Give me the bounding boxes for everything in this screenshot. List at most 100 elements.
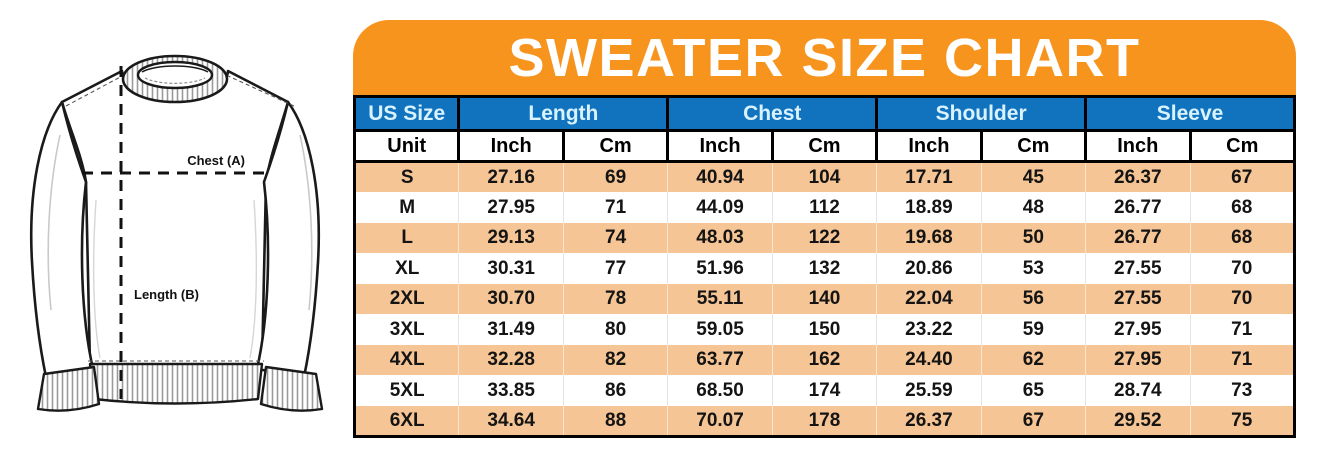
value-cell: 17.71 [876, 161, 982, 192]
value-cell: 150 [772, 314, 878, 345]
back-neckline [141, 65, 209, 73]
table-row: XL 30.31 77 51.96 132 20.86 53 27.55 70 [354, 253, 1295, 284]
value-cell: 162 [772, 344, 878, 375]
value-cell: 68 [1190, 192, 1295, 223]
unit-cell: Inch [666, 129, 774, 163]
unit-cell: Unit [352, 129, 461, 163]
size-cell: 3XL [354, 314, 460, 345]
size-cell: S [354, 161, 460, 192]
value-cell: 68 [1190, 222, 1295, 253]
value-cell: 122 [772, 222, 878, 253]
value-cell: 26.77 [1085, 192, 1191, 223]
value-cell: 74 [563, 222, 669, 253]
body-left-crease [92, 199, 101, 359]
value-cell: 75 [1190, 405, 1295, 436]
table-row: 5XL 33.85 86 68.50 174 25.59 65 28.74 73 [354, 375, 1295, 406]
sweater-illustration: Chest (A) Length (B) [29, 54, 324, 412]
value-cell: 27.95 [1085, 344, 1191, 375]
value-cell: 26.37 [1085, 161, 1191, 192]
size-cell: 2XL [354, 283, 460, 314]
value-cell: 71 [563, 192, 669, 223]
value-cell: 20.86 [876, 253, 982, 284]
value-cell: 29.13 [458, 222, 564, 253]
unit-cell: Cm [770, 129, 879, 163]
value-cell: 82 [563, 344, 669, 375]
value-cell: 24.40 [876, 344, 982, 375]
size-cell: 5XL [354, 375, 460, 406]
header-length: Length [457, 95, 670, 132]
size-cell: 4XL [354, 344, 460, 375]
neckline-stitch [144, 77, 206, 84]
value-cell: 45 [981, 161, 1087, 192]
value-cell: 40.94 [667, 161, 773, 192]
value-cell: 30.70 [458, 283, 564, 314]
value-cell: 71 [1190, 344, 1295, 375]
value-cell: 27.16 [458, 161, 564, 192]
page-title: SWEATER SIZE CHART [508, 27, 1141, 88]
value-cell: 77 [563, 253, 669, 284]
value-cell: 68.50 [667, 375, 773, 406]
length-label: Length (B) [134, 287, 199, 302]
value-cell: 48.03 [667, 222, 773, 253]
value-cell: 31.49 [458, 314, 564, 345]
value-cell: 51.96 [667, 253, 773, 284]
value-cell: 30.31 [458, 253, 564, 284]
value-cell: 27.55 [1085, 283, 1191, 314]
value-cell: 27.95 [458, 192, 564, 223]
unit-header-row: Unit Inch Cm Inch Cm Inch Cm Inch Cm [352, 129, 1296, 163]
left-cuff [36, 365, 101, 412]
unit-cell: Inch [875, 129, 983, 163]
value-cell: 70 [1190, 253, 1295, 284]
value-cell: 71 [1190, 314, 1295, 345]
value-cell: 62 [981, 344, 1087, 375]
size-cell: M [354, 192, 460, 223]
header-sleeve: Sleeve [1084, 95, 1296, 132]
left-sleeve-fold-line [47, 134, 61, 311]
value-cell: 69 [563, 161, 669, 192]
table-row: M 27.95 71 44.09 112 18.89 48 26.77 68 [354, 192, 1295, 223]
value-cell: 73 [1190, 375, 1295, 406]
unit-cell: Cm [561, 129, 670, 163]
value-cell: 26.77 [1085, 222, 1191, 253]
group-header-row: US Size Length Chest Shoulder Sleeve [352, 95, 1296, 132]
value-cell: 132 [772, 253, 878, 284]
value-cell: 48 [981, 192, 1087, 223]
unit-cell: Cm [979, 129, 1088, 163]
value-cell: 56 [981, 283, 1087, 314]
body-right-crease [249, 199, 258, 359]
value-cell: 88 [563, 405, 669, 436]
value-cell: 25.59 [876, 375, 982, 406]
value-cell: 174 [772, 375, 878, 406]
value-cell: 70 [1190, 283, 1295, 314]
value-cell: 59 [981, 314, 1087, 345]
chest-label: Chest (A) [187, 153, 245, 168]
value-cell: 23.22 [876, 314, 982, 345]
right-cuff [259, 365, 324, 412]
value-cell: 65 [981, 375, 1087, 406]
table-row: S 27.16 69 40.94 104 17.71 45 26.37 67 [354, 161, 1295, 192]
table-row: 6XL 34.64 88 70.07 178 26.37 67 29.52 75 [354, 405, 1295, 436]
table-row: 4XL 32.28 82 63.77 162 24.40 62 27.95 71 [354, 344, 1295, 375]
value-cell: 19.68 [876, 222, 982, 253]
table-row: 2XL 30.70 78 55.11 140 22.04 56 27.55 70 [354, 283, 1295, 314]
value-cell: 26.37 [876, 405, 982, 436]
value-cell: 22.04 [876, 283, 982, 314]
value-cell: 34.64 [458, 405, 564, 436]
value-cell: 32.28 [458, 344, 564, 375]
value-cell: 140 [772, 283, 878, 314]
left-shoulder-stitch [65, 74, 125, 107]
unit-cell: Inch [457, 129, 565, 163]
value-cell: 33.85 [458, 375, 564, 406]
value-cell: 112 [772, 192, 878, 223]
value-cell: 50 [981, 222, 1087, 253]
unit-cell: Inch [1084, 129, 1192, 163]
value-cell: 59.05 [667, 314, 773, 345]
size-cell: L [354, 222, 460, 253]
value-cell: 28.74 [1085, 375, 1191, 406]
table-row: 3XL 31.49 80 59.05 150 23.22 59 27.95 71 [354, 314, 1295, 345]
size-table-body: S 27.16 69 40.94 104 17.71 45 26.37 67 M 27.95 71 44… [354, 161, 1295, 436]
header-us-size: US Size [352, 95, 461, 132]
value-cell: 80 [563, 314, 669, 345]
header-chest: Chest [666, 95, 879, 132]
size-table: US Size Length Chest Shoulder Sleeve Uni… [352, 95, 1296, 438]
